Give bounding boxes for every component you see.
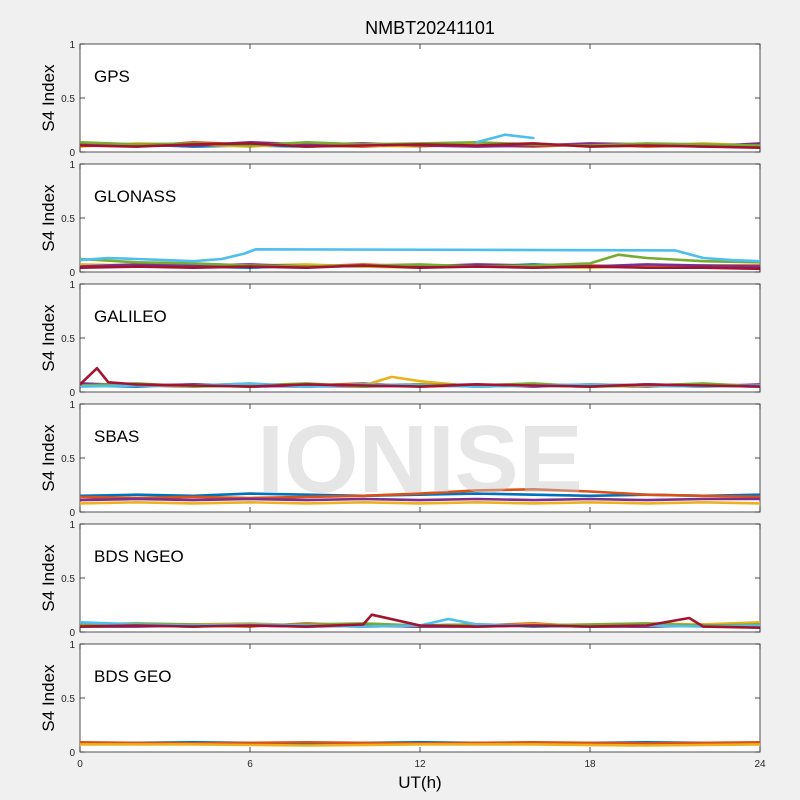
y-tick-label: 0 — [69, 148, 75, 159]
y-axis-label: S4 Index — [39, 424, 58, 492]
series-line-6 — [475, 133, 535, 144]
y-axis-label: S4 Index — [39, 184, 58, 252]
y-tick-label: 0 — [69, 628, 75, 639]
plot-area — [79, 523, 761, 633]
x-tick-label: 18 — [584, 759, 596, 770]
x-tick-labels: 0 6 12 18 24 — [77, 759, 766, 770]
series-line-4 — [80, 497, 760, 502]
y-tick-label: 1 — [69, 280, 75, 291]
series-group — [80, 133, 760, 149]
y-tick-label: 0.5 — [61, 574, 75, 585]
subplot-6: 0 0.5 1 BDS GEO S4 Index — [39, 640, 761, 759]
subplot-stack: 0 0.5 1 GPS S4 Index 0 0.5 1 GLONASS S4 Index 0 0.5… — [39, 40, 761, 759]
y-tick-label: 1 — [69, 160, 75, 171]
panel-label: BDS NGEO — [94, 547, 184, 566]
y-tick-label: 0 — [69, 268, 75, 279]
series-group — [80, 487, 760, 505]
panel-label: BDS GEO — [94, 667, 171, 686]
subplot-1: 0 0.5 1 GPS S4 Index — [39, 40, 761, 159]
y-tick-label: 0 — [69, 388, 75, 399]
y-tick-label: 0 — [69, 748, 75, 759]
series-line-3 — [80, 500, 760, 505]
series-group — [80, 366, 760, 388]
y-tick-label: 0.5 — [61, 454, 75, 465]
series-line-7 — [80, 142, 760, 149]
subplot-2: 0 0.5 1 GLONASS S4 Index — [39, 160, 761, 279]
series-group — [80, 740, 760, 747]
series-line-6 — [80, 248, 760, 263]
panel-label: GALILEO — [94, 307, 167, 326]
y-axis-label: S4 Index — [39, 64, 58, 132]
y-tick-label: 1 — [69, 40, 75, 51]
y-tick-label: 0.5 — [61, 694, 75, 705]
plot-area — [79, 43, 761, 153]
y-tick-label: 0.5 — [61, 94, 75, 105]
series-line-7 — [80, 366, 760, 388]
y-tick-label: 1 — [69, 400, 75, 411]
plot-area — [79, 283, 761, 393]
series-line-5 — [80, 253, 760, 268]
y-tick-label: 0 — [69, 508, 75, 519]
y-tick-label: 0.5 — [61, 214, 75, 225]
subplot-3: 0 0.5 1 GALILEO S4 Index — [39, 280, 761, 399]
y-tick-label: 1 — [69, 520, 75, 531]
y-tick-label: 0.5 — [61, 334, 75, 345]
x-tick-label: 6 — [247, 759, 253, 770]
watermark: IONISE — [257, 406, 582, 513]
series-group — [80, 248, 760, 271]
panel-label: GPS — [94, 67, 130, 86]
y-axis-label: S4 Index — [39, 544, 58, 612]
panel-label: GLONASS — [94, 187, 176, 206]
chart-title: NMBT20241101 — [365, 18, 495, 38]
plot-area — [79, 643, 761, 753]
series-line-7 — [80, 613, 760, 630]
x-tick-label: 24 — [754, 759, 766, 770]
panel-label: SBAS — [94, 427, 139, 446]
plot-area — [79, 163, 761, 273]
series-line-3 — [80, 743, 760, 747]
subplot-5: 0 0.5 1 BDS NGEO S4 Index — [39, 520, 761, 639]
x-tick-label: 12 — [414, 759, 426, 770]
y-axis-label: S4 Index — [39, 304, 58, 372]
x-tick-label: 0 — [77, 759, 83, 770]
y-axis-label: S4 Index — [39, 664, 58, 732]
subplot-4: 0 0.5 1 SBAS S4 Index — [39, 400, 761, 519]
series-group — [80, 613, 760, 630]
x-axis-label: UT(h) — [398, 773, 441, 792]
series-line-2 — [80, 487, 760, 500]
y-tick-label: 1 — [69, 640, 75, 651]
